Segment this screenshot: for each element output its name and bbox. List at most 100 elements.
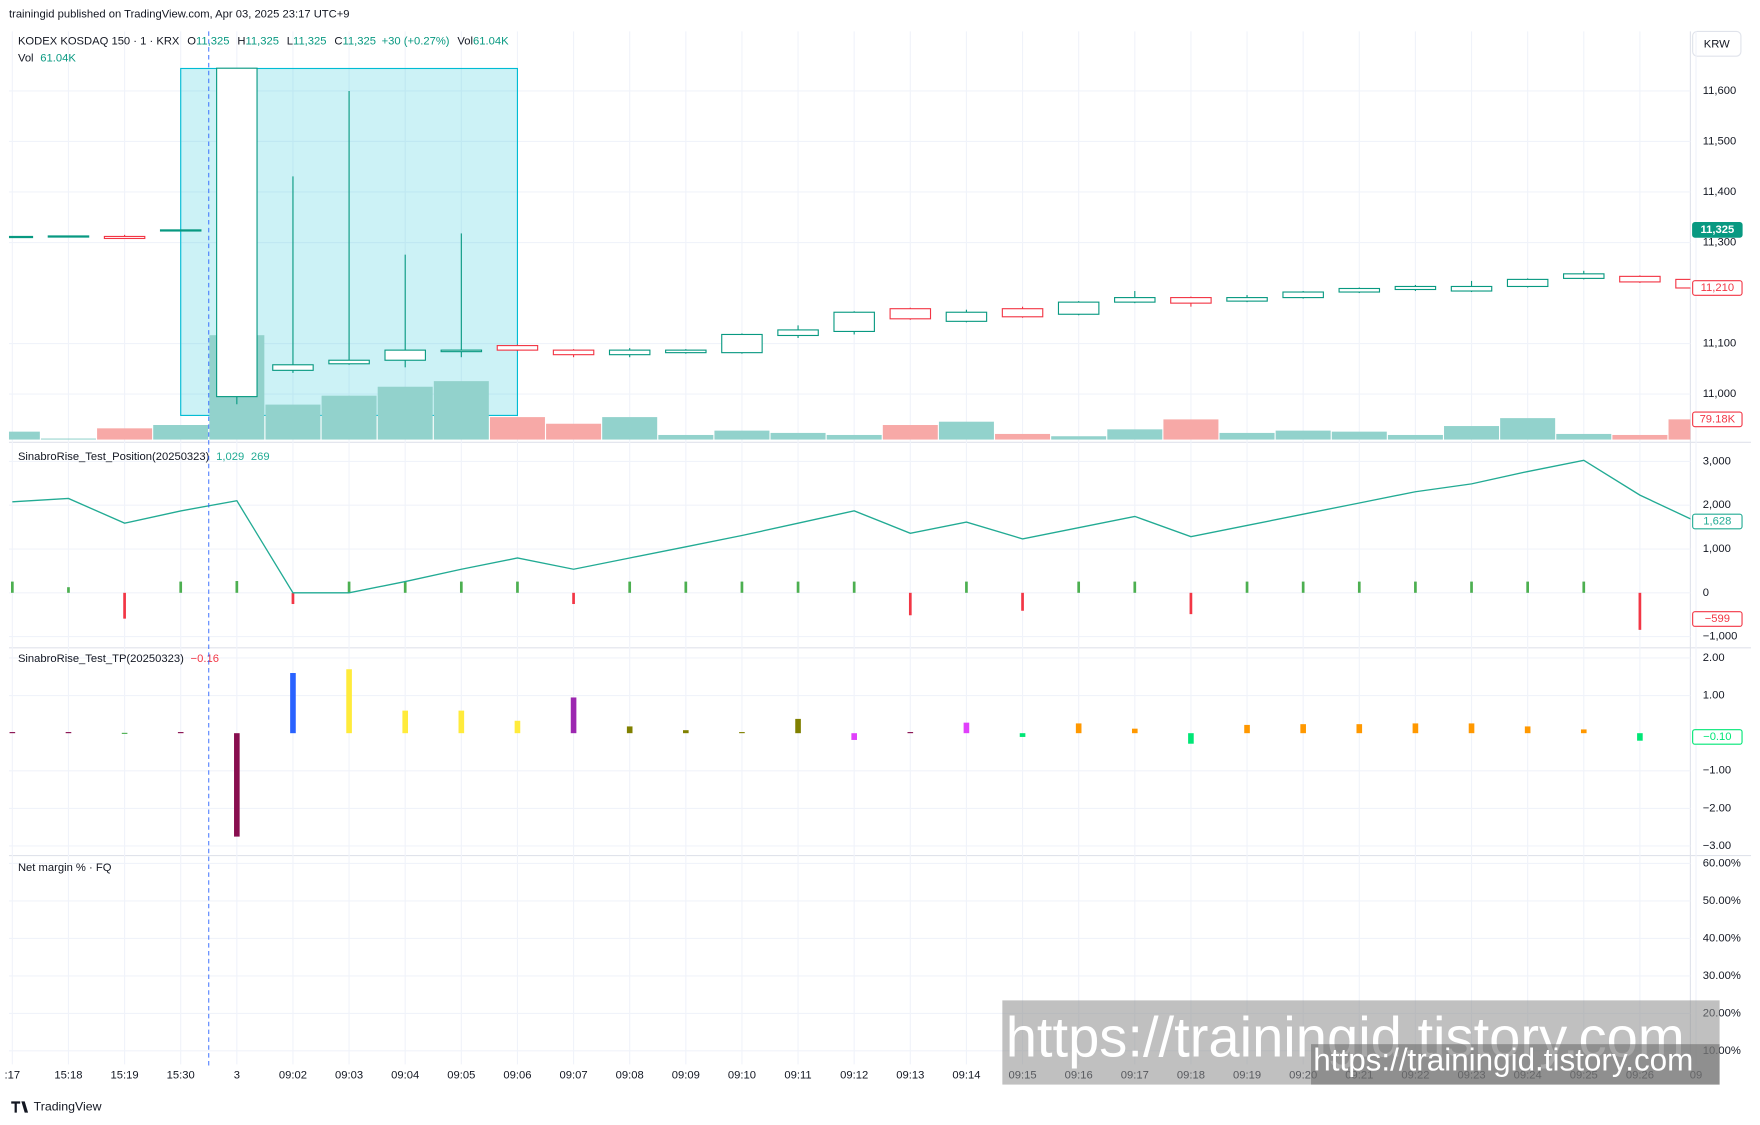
publisher-line: trainingid published on TradingView.com,… [9,9,350,21]
value-tag [1692,411,1743,428]
histogram-bar [11,581,14,593]
bar [177,732,184,734]
x-tick-label: 09:07 [560,1070,588,1082]
x-tick-label: 09:04 [391,1070,419,1082]
bar [1019,733,1026,737]
x-tick-label: 09:14 [952,1070,980,1082]
bar [626,726,633,734]
legend-value: 269 [251,451,270,463]
legend-value: −0.16 [191,653,219,665]
candle-body [440,349,483,353]
y-tick-label: 11,600 [1703,85,1736,97]
volume-bar [714,430,770,440]
x-tick-label: 09:11 [784,1070,811,1082]
volume-bar [1444,426,1500,440]
histogram-bar [684,581,688,593]
histogram-bar [1077,581,1081,593]
pane-title: Net margin % · FQ [18,862,112,874]
volume-bar [321,395,377,440]
x-tick-label: 09:08 [616,1070,644,1082]
x-tick-label: 09:12 [840,1070,868,1082]
x-tick-label: 09:10 [728,1070,756,1082]
x-tick-label: 09:13 [896,1070,924,1082]
candle-body [1450,285,1493,292]
bar [402,710,409,734]
volume-bar [265,404,321,440]
currency-button[interactable] [1692,30,1742,57]
symbol: KODEX KOSDAQ 150 · 1 · KRX [18,36,180,48]
volume-bar [938,421,994,440]
histogram-bar [628,581,632,593]
bar [514,720,521,734]
candle-body [1563,273,1605,279]
candle-body [1394,285,1437,291]
ohlc-key: L [287,36,293,48]
volume-value: 61.04K [473,36,509,48]
candle-body [1001,308,1044,318]
bar [458,710,465,734]
candle-body [384,349,426,361]
histogram-bar [740,581,744,593]
ohlc-key: C [334,36,342,48]
bar [1468,723,1475,734]
bar [683,730,689,734]
bar [121,732,128,734]
y-tick-label: 50.00% [1703,895,1741,907]
candle-body [103,235,146,240]
candle-body [1338,287,1381,293]
volume-bar [882,425,938,440]
y-tick-label: 11,000 [1703,388,1736,400]
value-tag-label: 79.18K [1700,413,1736,425]
candle-body [1057,301,1100,315]
symbol-legend: KODEX KOSDAQ 150 · 1 · KRX O11,325 H11,325… [18,36,509,48]
value-tag [1692,280,1743,296]
candle-body [496,345,539,351]
value-tag [1692,222,1743,238]
y-tick-label: 60.00% [1703,857,1741,869]
volume-bar [770,432,826,440]
pane-title-text: Net margin % · FQ [18,862,112,874]
bar [1356,724,1363,734]
pane-title: SinabroRise_Test_Position(20250323) 1,029… [18,451,270,463]
volume-bar [1107,429,1163,440]
x-tick-label: 09:02 [279,1070,307,1082]
bar [851,733,857,740]
volume-value: 61.04K [40,52,76,64]
y-tick-label: −3.00 [1703,840,1731,852]
x-tick-label: 15:30 [167,1070,195,1082]
bar [1300,724,1306,734]
volume-bar [602,417,658,440]
candle-body [833,311,875,332]
candle-body [1675,278,1691,289]
volume-bar [1275,430,1331,440]
volume-bar [1500,418,1556,440]
pane-title: SinabroRise_Test_TP(20250323) −0.16 [18,653,219,665]
candle-body [272,364,314,371]
volume-bar [1163,419,1219,440]
x-tick-label: :17 [5,1070,21,1082]
value-tag-label: −599 [1705,613,1730,625]
watermark-box-small [1311,1044,1720,1085]
volume-legend: Vol 61.04K [18,52,76,64]
bar [1580,729,1587,734]
value-tag-label: 1,628 [1703,515,1731,527]
value-tag [1692,611,1743,627]
x-tick-label: 15:18 [54,1070,82,1082]
x-tick-label: 15:19 [111,1070,139,1082]
change: +30 (+0.27%) [382,36,450,48]
histogram-bar [459,581,463,593]
histogram-bar [1357,581,1361,593]
bar [1131,728,1138,734]
candle-body [1282,291,1324,299]
histogram-bar [403,581,407,593]
legend-value: 1,029 [216,451,244,463]
y-tick-label: 11,500 [1703,135,1736,147]
ohlc-value: 11,325 [293,36,326,48]
y-tick-label: 40.00% [1703,932,1741,944]
bar [346,669,352,734]
y-tick-label: 2,000 [1703,499,1731,511]
y-tick-label: 11,300 [1703,236,1736,248]
histogram-bar [852,581,856,593]
y-tick-label: 11,400 [1703,186,1736,198]
volume-bar [1556,433,1612,440]
